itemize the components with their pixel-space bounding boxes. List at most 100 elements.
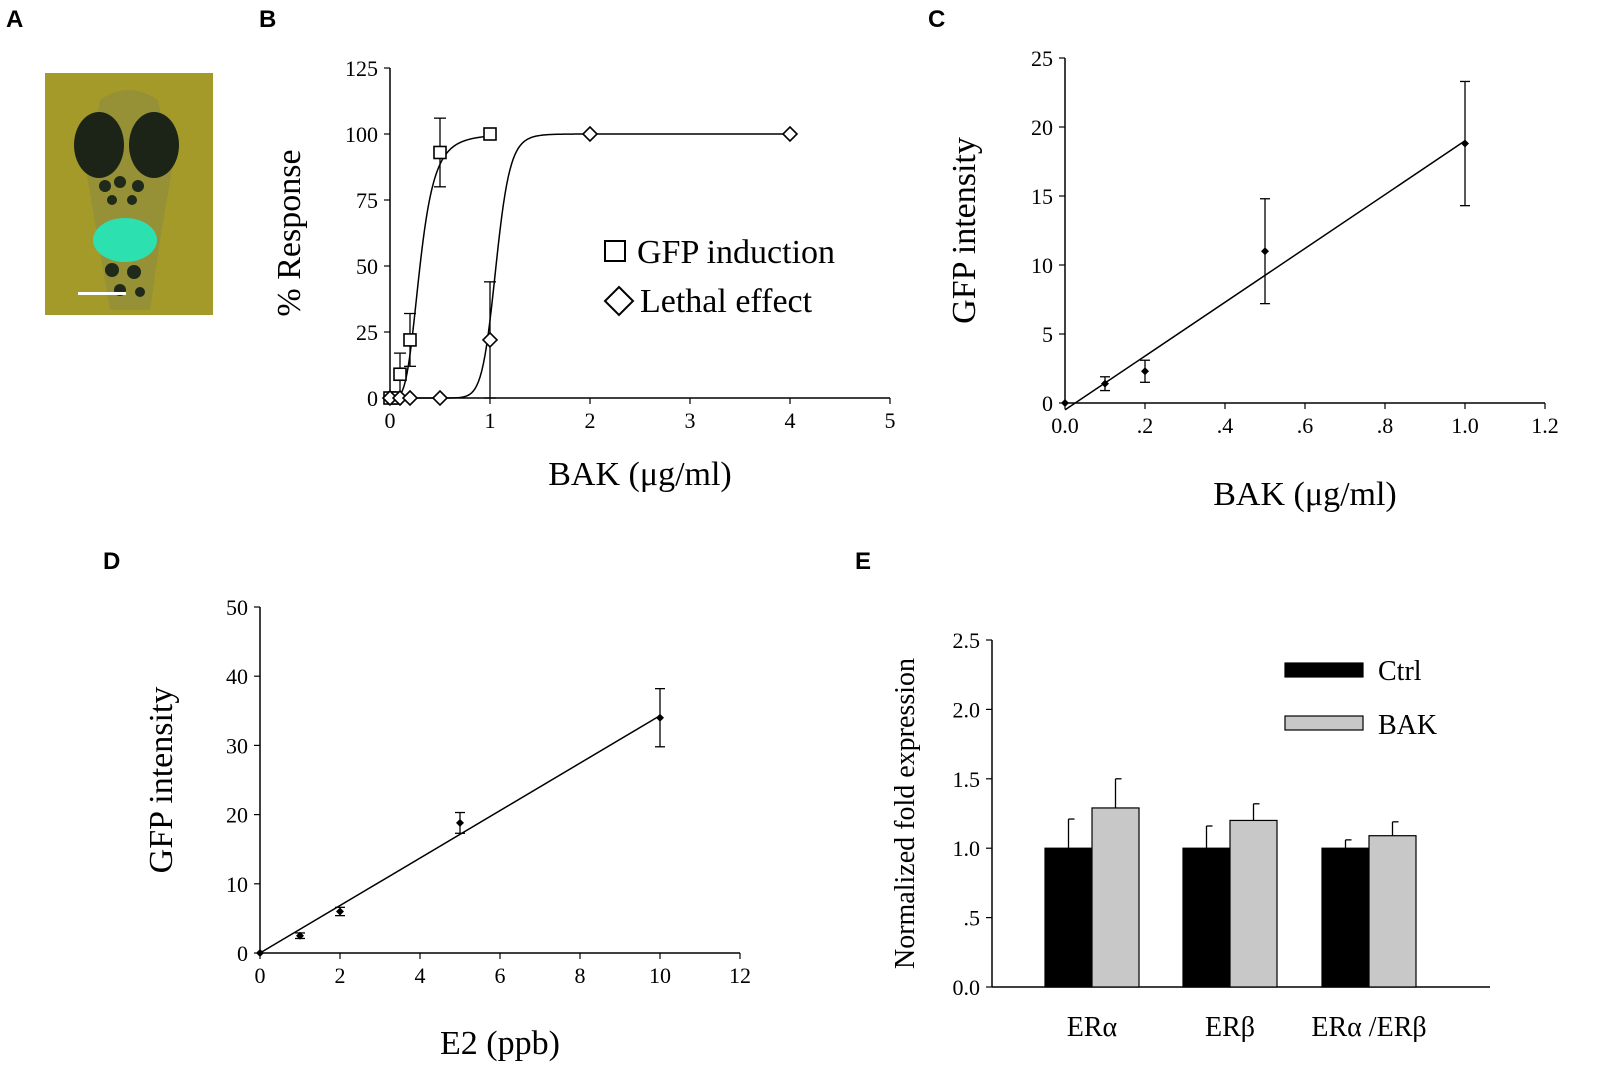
legend-lethal-label: Lethal effect xyxy=(640,283,813,320)
panel-letter-e: E xyxy=(855,548,872,575)
x-tick-label: 4 xyxy=(785,408,796,433)
x-tick-label: 10 xyxy=(649,963,671,988)
x-tick-label: 2 xyxy=(585,408,596,433)
x-axis-label: E2 (ppb) xyxy=(440,1025,560,1062)
x-tick-label: 12 xyxy=(729,963,751,988)
y-tick-label: 125 xyxy=(345,56,378,81)
lethal-point xyxy=(581,125,599,143)
category-label: ERα /ERβ xyxy=(1311,1012,1426,1043)
data-point xyxy=(336,907,344,916)
y-tick-label: 0 xyxy=(367,386,378,411)
panel-e-chart: 0.0 .5 1.0 1.5 2.0 2.5 Normalized fold express… xyxy=(890,628,1490,1043)
y-axis-label: Normalized fold expression xyxy=(890,658,921,969)
y-tick-label: 2.0 xyxy=(953,697,981,722)
x-tick-label: .6 xyxy=(1297,413,1314,438)
y-tick-label: .5 xyxy=(964,906,981,931)
x-tick-label: 6 xyxy=(495,963,506,988)
y-tick-label: 0.0 xyxy=(953,975,981,1000)
x-tick-label: 0 xyxy=(255,963,266,988)
panel-d-chart: 0 2 4 6 8 10 12 0 10 20 30 40 50 E2 (ppb) GFP intensit… xyxy=(143,595,751,1062)
panel-letter-d: D xyxy=(103,548,121,575)
x-axis-label: BAK (μg/ml) xyxy=(548,456,732,493)
x-tick-label: 3 xyxy=(685,408,696,433)
data-point xyxy=(1061,399,1069,407)
y-tick-label: 15 xyxy=(1031,184,1053,209)
y-tick-label: 0 xyxy=(237,941,248,966)
data-point xyxy=(1101,379,1109,388)
ctrl-bar xyxy=(1044,847,1093,988)
left-eye xyxy=(74,112,124,178)
ctrl-bar xyxy=(1321,847,1370,988)
y-tick-label: 40 xyxy=(226,664,248,689)
y-tick-label: 1.0 xyxy=(953,836,981,861)
lethal-point xyxy=(401,389,419,407)
y-tick-label: 50 xyxy=(226,595,248,620)
x-tick-label: 1 xyxy=(485,408,496,433)
x-tick-label: 8 xyxy=(575,963,586,988)
y-axis-label: GFP intensity xyxy=(946,137,983,324)
gfp-point xyxy=(403,333,417,347)
x-tick-label: 5 xyxy=(885,408,896,433)
data-point xyxy=(1141,367,1149,376)
scale-bar xyxy=(78,292,126,295)
y-tick-label: 75 xyxy=(356,188,378,213)
y-tick-label: 10 xyxy=(226,872,248,897)
x-tick-label: 1.0 xyxy=(1451,413,1479,438)
panel-c-chart: 0.0 .2 .4 .6 .8 1.0 1.2 0 5 10 15 20 25 BAK (μg/ml) GF… xyxy=(946,46,1559,513)
x-tick-label: .8 xyxy=(1377,413,1394,438)
y-tick-label: 1.5 xyxy=(953,767,981,792)
data-point xyxy=(456,818,464,827)
data-point xyxy=(1261,247,1269,256)
data-point xyxy=(296,931,304,940)
legend-diamond-marker xyxy=(603,285,635,317)
legend-square-marker xyxy=(604,240,626,262)
x-axis-label: BAK (μg/ml) xyxy=(1213,476,1397,513)
x-tick-label: 0 xyxy=(385,408,396,433)
data-point xyxy=(1461,139,1469,148)
y-tick-label: 100 xyxy=(345,122,378,147)
lethal-point xyxy=(431,389,449,407)
y-tick-label: 10 xyxy=(1031,253,1053,278)
bak-bar xyxy=(1229,819,1278,988)
x-tick-label: .4 xyxy=(1217,413,1234,438)
panel-a-micrograph xyxy=(45,73,213,315)
y-tick-label: 5 xyxy=(1042,322,1053,347)
legend-bak-label: BAK xyxy=(1378,710,1437,741)
panel-letter-c: C xyxy=(928,6,946,33)
gfp-point xyxy=(393,367,407,382)
legend-bak-swatch xyxy=(1284,715,1364,731)
y-tick-label: 30 xyxy=(226,733,248,758)
bak-bar xyxy=(1368,835,1417,988)
panel-letter-a: A xyxy=(6,6,24,33)
gfp-point xyxy=(433,145,447,160)
data-point xyxy=(656,713,664,722)
y-tick-label: 0 xyxy=(1042,391,1053,416)
y-tick-label: 25 xyxy=(1031,46,1053,71)
y-axis-label: % Response xyxy=(271,149,308,316)
panel-letter-b: B xyxy=(259,6,277,33)
legend-ctrl-swatch xyxy=(1284,662,1364,678)
y-tick-label: 2.5 xyxy=(953,628,981,653)
y-axis-label: GFP intensity xyxy=(143,687,180,874)
x-tick-label: 0.0 xyxy=(1051,413,1079,438)
right-eye xyxy=(129,112,179,178)
category-label: ERβ xyxy=(1205,1012,1255,1043)
legend-gfp-label: GFP induction xyxy=(637,234,835,271)
x-tick-label: .2 xyxy=(1137,413,1154,438)
y-tick-label: 25 xyxy=(356,320,378,345)
fit-line xyxy=(259,714,661,954)
bak-bar xyxy=(1091,807,1140,988)
y-tick-label: 50 xyxy=(356,254,378,279)
ctrl-bar xyxy=(1182,847,1231,988)
y-tick-label: 20 xyxy=(226,803,248,828)
lethal-point xyxy=(481,331,499,349)
data-point xyxy=(256,949,264,957)
x-tick-label: 1.2 xyxy=(1531,413,1559,438)
gfp-point xyxy=(483,127,497,141)
lethal-point xyxy=(781,125,799,143)
x-tick-label: 2 xyxy=(335,963,346,988)
legend-ctrl-label: Ctrl xyxy=(1378,656,1422,687)
